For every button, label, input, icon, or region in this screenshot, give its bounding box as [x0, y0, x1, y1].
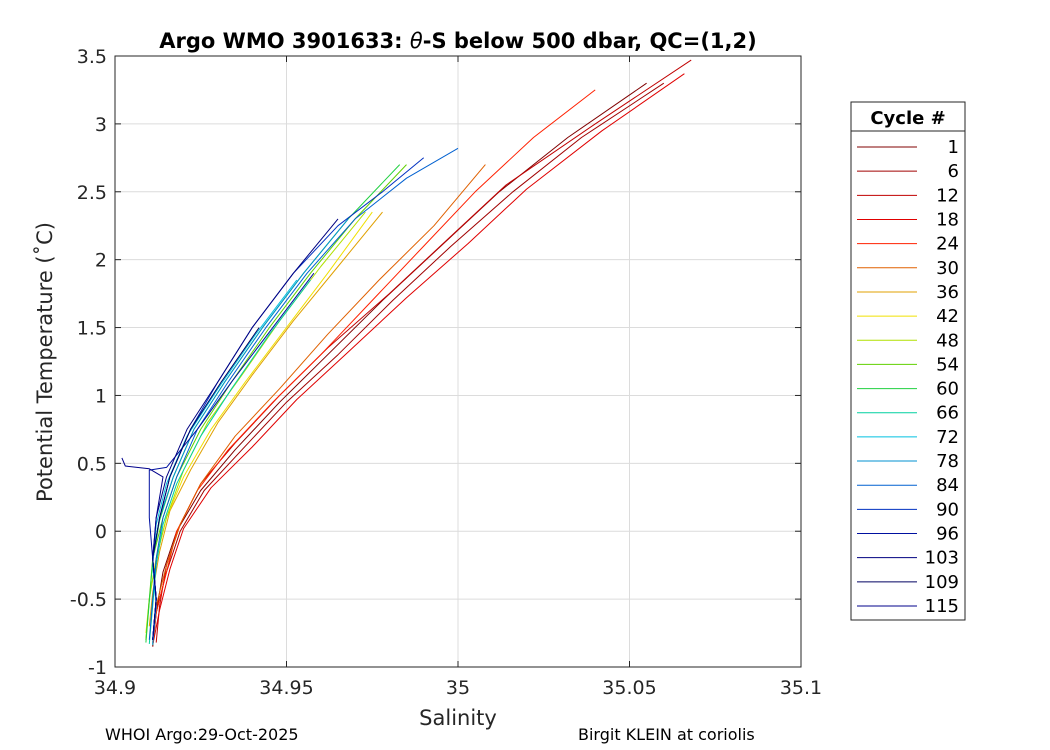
x-axis-label: Salinity — [419, 706, 497, 730]
y-tick-label: 0 — [95, 521, 107, 543]
series-line-cycle-36 — [148, 211, 383, 627]
y-tick-label: 1.5 — [77, 318, 107, 340]
legend-label-cycle-24: 24 — [936, 234, 959, 255]
footer-credit: Birgit KLEIN at coriolis — [578, 725, 755, 744]
series-line-cycle-72 — [152, 279, 298, 646]
y-axis-label: Potential Temperature (˚C) — [33, 222, 57, 502]
axes: 34.9 34.95 35 35.05 35.1 -1 -0.5 0 0.5 1 1.5 2 2.5 3 3… — [70, 46, 822, 699]
legend-label-cycle-78: 78 — [936, 451, 959, 472]
series-line-cycle-30 — [152, 164, 486, 643]
legend-label-cycle-84: 84 — [936, 475, 959, 496]
legend-label-cycle-30: 30 — [936, 258, 959, 279]
legend-label-cycle-60: 60 — [936, 379, 959, 400]
legend-label-cycle-18: 18 — [936, 209, 959, 230]
chart-title: Argo WMO 3901633: θ-S below 500 dbar, QC… — [159, 29, 756, 53]
x-tick-label: 35 — [446, 677, 470, 699]
chart-title-prefix: Argo WMO 3901633: — [159, 29, 410, 53]
x-tick-label: 34.95 — [259, 677, 313, 699]
y-tick-label: -0.5 — [70, 589, 107, 611]
legend-title: Cycle # — [870, 108, 945, 129]
y-tick-label: 1 — [95, 385, 107, 407]
legend-label-cycle-90: 90 — [936, 499, 959, 520]
x-tick-label: 34.9 — [94, 677, 136, 699]
series-line-cycle-84 — [148, 147, 459, 640]
legend-label-cycle-66: 66 — [936, 403, 959, 424]
plot-area — [121, 59, 692, 647]
series-line-cycle-18 — [152, 73, 685, 646]
y-tick-label: 3 — [95, 114, 107, 136]
y-tick-label: 3.5 — [77, 46, 107, 68]
y-tick-label: 2 — [95, 250, 107, 272]
plot-frame — [114, 55, 802, 668]
series-line-cycle-24 — [152, 89, 596, 646]
legend-label-cycle-96: 96 — [936, 524, 959, 545]
legend-label-cycle-6: 6 — [948, 161, 959, 182]
legend-label-cycle-48: 48 — [936, 330, 959, 351]
legend-label-cycle-72: 72 — [936, 427, 959, 448]
legend-label-cycle-12: 12 — [936, 185, 959, 206]
y-tick-label: -1 — [88, 657, 107, 679]
legend-label-cycle-54: 54 — [936, 354, 959, 375]
grid-lines — [114, 55, 802, 668]
legend-items: 1 6 12 18 24 30 36 42 48 54 60 66 72 78 84 90 96 103 109 11… — [857, 137, 959, 617]
legend-label-cycle-109: 109 — [925, 572, 959, 593]
legend-label-cycle-1: 1 — [948, 137, 959, 158]
y-tick-label: 0.5 — [77, 453, 107, 475]
x-tick-label: 35.1 — [780, 677, 822, 699]
legend-label-cycle-103: 103 — [925, 548, 959, 569]
x-tick-label: 35.05 — [602, 677, 656, 699]
legend-label-cycle-36: 36 — [936, 282, 959, 303]
legend-label-cycle-42: 42 — [936, 306, 959, 327]
footer-source: WHOI Argo:29-Oct-2025 — [105, 725, 299, 744]
y-tick-label: 2.5 — [77, 182, 107, 204]
legend-label-cycle-115: 115 — [925, 596, 959, 617]
legend: Cycle # 1 6 12 18 24 30 36 42 48 54 60 66 72 78 84 90 96… — [850, 101, 966, 621]
series-line-cycle-115 — [121, 457, 164, 640]
series-line-cycle-66 — [148, 279, 311, 644]
chart-title-suffix: -S below 500 dbar, QC=(1,2) — [423, 29, 757, 53]
chart-title-theta: θ — [410, 29, 423, 53]
